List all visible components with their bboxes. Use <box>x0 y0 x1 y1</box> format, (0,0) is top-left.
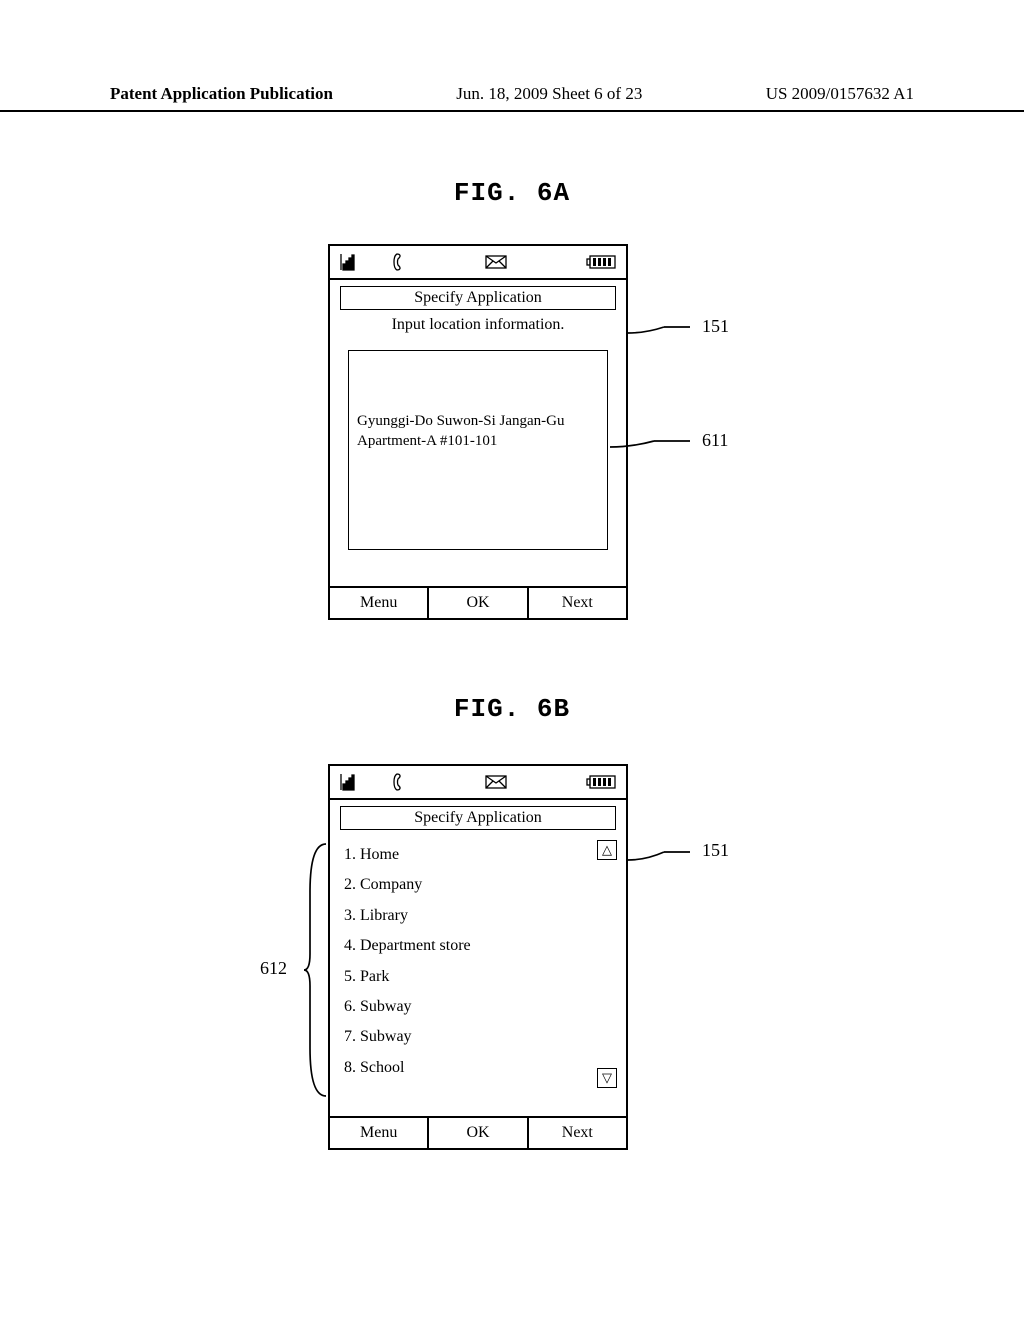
callout-151-a: 151 <box>702 316 729 337</box>
scrollbar: △ ▽ <box>596 840 618 1104</box>
callout-611: 611 <box>702 430 728 451</box>
list-item[interactable]: 5. Park <box>344 962 596 992</box>
call-icon <box>392 773 406 791</box>
softkey-menu[interactable]: Menu <box>330 1118 427 1148</box>
softkey-bar: Menu OK Next <box>330 586 626 618</box>
figure-label-6a: FIG. 6A <box>0 178 1024 208</box>
input-text-line2: Apartment-A #101-101 <box>357 431 599 451</box>
list-item[interactable]: 1. Home <box>344 840 596 870</box>
bracket-612 <box>302 842 328 1098</box>
list-item[interactable]: 6. Subway <box>344 992 596 1022</box>
screen-title: Specify Application <box>340 286 616 310</box>
location-list: 1. Home 2. Company 3. Library 4. Departm… <box>330 834 626 1104</box>
softkey-ok[interactable]: OK <box>427 588 526 618</box>
softkey-next[interactable]: Next <box>527 588 626 618</box>
signal-icon <box>340 773 362 791</box>
softkey-menu[interactable]: Menu <box>330 588 427 618</box>
status-bar <box>330 246 626 280</box>
list-items-container: 1. Home 2. Company 3. Library 4. Departm… <box>344 840 596 1104</box>
call-icon <box>392 253 406 271</box>
battery-icon <box>586 775 616 789</box>
header-right: US 2009/0157632 A1 <box>766 84 914 104</box>
list-item[interactable]: 3. Library <box>344 901 596 931</box>
header-left: Patent Application Publication <box>110 84 333 104</box>
callout-connector <box>628 846 698 868</box>
page-header: Patent Application Publication Jun. 18, … <box>0 84 1024 112</box>
signal-icon <box>340 253 362 271</box>
list-item[interactable]: 2. Company <box>344 870 596 900</box>
message-icon <box>485 775 507 789</box>
callout-151-b: 151 <box>702 840 729 861</box>
phone-mockup-b: Specify Application 1. Home 2. Company 3… <box>328 764 628 1150</box>
input-text-line1: Gyunggi-Do Suwon-Si Jangan-Gu <box>357 411 599 431</box>
callout-connector <box>610 438 698 456</box>
callout-612: 612 <box>260 958 287 979</box>
scroll-down-button[interactable]: ▽ <box>597 1068 617 1088</box>
list-item[interactable]: 7. Subway <box>344 1022 596 1052</box>
callout-connector <box>628 324 698 342</box>
header-center: Jun. 18, 2009 Sheet 6 of 23 <box>456 84 642 104</box>
list-item[interactable]: 8. School <box>344 1053 596 1083</box>
softkey-next[interactable]: Next <box>527 1118 626 1148</box>
message-icon <box>485 255 507 269</box>
figure-label-6b: FIG. 6B <box>0 694 1024 724</box>
screen-subtitle: Input location information. <box>330 314 626 340</box>
status-bar <box>330 766 626 800</box>
scroll-up-button[interactable]: △ <box>597 840 617 860</box>
list-item[interactable]: 4. Department store <box>344 931 596 961</box>
location-input[interactable]: Gyunggi-Do Suwon-Si Jangan-Gu Apartment-… <box>348 350 608 550</box>
phone-mockup-a: Specify Application Input location infor… <box>328 244 628 620</box>
softkey-ok[interactable]: OK <box>427 1118 526 1148</box>
screen-title: Specify Application <box>340 806 616 830</box>
softkey-bar: Menu OK Next <box>330 1116 626 1148</box>
battery-icon <box>586 255 616 269</box>
